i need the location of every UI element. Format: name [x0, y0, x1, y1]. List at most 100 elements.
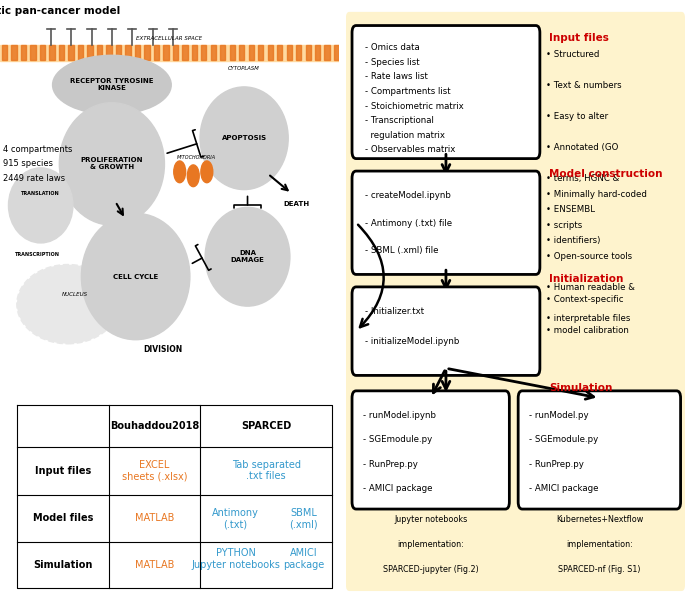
Bar [277, 45, 282, 61]
Text: • ENSEMBL: • ENSEMBL [546, 205, 595, 214]
Circle shape [82, 213, 190, 340]
Text: SBML
(.xml): SBML (.xml) [289, 508, 318, 529]
Text: DIVISION: DIVISION [143, 345, 182, 354]
Bar [11, 45, 16, 61]
Text: Simulation: Simulation [33, 560, 92, 570]
Text: MATLAB: MATLAB [134, 560, 174, 570]
Text: • Human readable &: • Human readable & [546, 283, 635, 292]
Text: - RunPrep.py: - RunPrep.py [529, 460, 584, 469]
Circle shape [205, 207, 290, 306]
Circle shape [200, 87, 288, 189]
Bar [116, 45, 121, 61]
Bar [135, 45, 140, 61]
Bar [192, 45, 197, 61]
Text: • terms, HGNC &: • terms, HGNC & [546, 174, 619, 183]
Text: - AMICI package: - AMICI package [529, 484, 599, 493]
Text: - Compartments list: - Compartments list [364, 87, 450, 96]
Text: Input files: Input files [35, 466, 91, 476]
FancyBboxPatch shape [352, 287, 540, 375]
Bar [286, 45, 292, 61]
Text: - SBML (.xml) file: - SBML (.xml) file [364, 246, 438, 255]
Text: - createModel.ipynb: - createModel.ipynb [364, 191, 451, 200]
Circle shape [60, 103, 164, 225]
Text: - Rate laws list: - Rate laws list [364, 72, 427, 81]
Bar [163, 45, 169, 61]
FancyBboxPatch shape [352, 391, 510, 509]
Text: Kubernetes+Nextflow: Kubernetes+Nextflow [556, 515, 643, 524]
Text: CELL CYCLE: CELL CYCLE [113, 273, 158, 280]
Text: implementation:: implementation: [397, 540, 464, 549]
Text: • Open-source tools: • Open-source tools [546, 252, 632, 261]
Text: APOPTOSIS: APOPTOSIS [221, 135, 266, 141]
Text: 4 compartments
915 species
2449 rate laws: 4 compartments 915 species 2449 rate law… [3, 145, 72, 183]
Bar [239, 45, 245, 61]
Text: TRANSLATION: TRANSLATION [21, 191, 60, 196]
Bar [210, 45, 216, 61]
Text: MITOCHONDRIA: MITOCHONDRIA [177, 155, 216, 160]
Bar [21, 45, 26, 61]
Text: Tab separated
.txt files: Tab separated .txt files [232, 460, 301, 481]
Bar [1, 45, 7, 61]
Text: Input files: Input files [549, 33, 609, 43]
Bar [87, 45, 92, 61]
FancyBboxPatch shape [352, 171, 540, 274]
Bar [77, 45, 83, 61]
Text: Antimony
(.txt): Antimony (.txt) [212, 508, 259, 529]
Text: - Transcriptional: - Transcriptional [364, 116, 434, 125]
Text: Model files: Model files [33, 513, 93, 523]
Bar [258, 45, 264, 61]
Ellipse shape [17, 265, 119, 344]
Bar [153, 45, 159, 61]
Bar [268, 45, 273, 61]
Text: • scripts: • scripts [546, 221, 582, 230]
Bar [173, 45, 178, 61]
Bar [40, 45, 45, 61]
Text: • Text & numbers: • Text & numbers [546, 81, 621, 90]
Text: CYTOPLASM: CYTOPLASM [228, 66, 260, 71]
Text: - runModel.ipynb: - runModel.ipynb [363, 411, 436, 420]
Text: - Stoichiometric matrix: - Stoichiometric matrix [364, 102, 463, 110]
Text: • Easy to alter: • Easy to alter [546, 112, 608, 121]
Bar [144, 45, 149, 61]
Text: Bouhaddou2018: Bouhaddou2018 [110, 421, 199, 431]
Bar [125, 45, 131, 61]
Text: SPARCED-nf (Fig. S1): SPARCED-nf (Fig. S1) [558, 565, 640, 574]
FancyArrowPatch shape [358, 225, 384, 327]
Bar [182, 45, 188, 61]
Text: TRANSCRIPTION: TRANSCRIPTION [15, 252, 60, 257]
Text: RECEPTOR TYROSINE
KINASE: RECEPTOR TYROSINE KINASE [70, 78, 153, 91]
Text: • identifiers): • identifiers) [546, 236, 600, 245]
Text: NUCLEUS: NUCLEUS [62, 292, 88, 297]
Bar [334, 45, 339, 61]
Bar [220, 45, 225, 61]
Text: PROLIFERATION
& GROWTH: PROLIFERATION & GROWTH [81, 157, 143, 170]
Bar [296, 45, 301, 61]
Text: Simulation: Simulation [549, 383, 613, 393]
Text: - Initializer.txt: - Initializer.txt [364, 307, 424, 316]
Text: - Omics data: - Omics data [364, 43, 419, 52]
Text: • Structured: • Structured [546, 50, 599, 59]
Bar [106, 45, 112, 61]
Text: AMICI
package: AMICI package [283, 548, 324, 570]
Bar [306, 45, 311, 61]
Bar [68, 45, 73, 61]
Text: DEATH: DEATH [284, 201, 310, 207]
Text: - runModel.py: - runModel.py [529, 411, 588, 420]
Text: EXTRACELLULAR SPACE: EXTRACELLULAR SPACE [136, 36, 203, 42]
Bar [325, 45, 330, 61]
Circle shape [8, 168, 73, 243]
Text: Model construction: Model construction [549, 169, 663, 179]
Ellipse shape [187, 165, 199, 187]
Text: - AMICI package: - AMICI package [363, 484, 432, 493]
Text: MATLAB: MATLAB [134, 513, 174, 523]
Text: implementation:: implementation: [566, 540, 633, 549]
Text: The mechanistic pan-cancer model: The mechanistic pan-cancer model [0, 6, 121, 16]
Text: - SGEmodule.py: - SGEmodule.py [529, 435, 598, 444]
Bar [30, 45, 36, 61]
Bar [97, 45, 102, 61]
Bar [201, 45, 206, 61]
Text: • Annotated (GO: • Annotated (GO [546, 143, 619, 152]
Bar [249, 45, 254, 61]
Bar [229, 45, 235, 61]
Text: SPARCED-jupyter (Fig.2): SPARCED-jupyter (Fig.2) [383, 565, 479, 574]
